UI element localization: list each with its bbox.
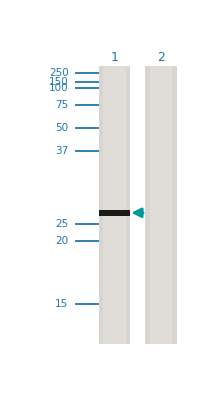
Text: 1: 1 (110, 51, 118, 64)
Text: 25: 25 (55, 218, 68, 228)
Text: 250: 250 (49, 68, 68, 78)
Bar (149, 66, 171, 344)
Text: 2: 2 (156, 51, 164, 64)
Bar (98, 210, 130, 216)
Bar (103, 66, 125, 344)
Text: 150: 150 (49, 77, 68, 87)
Bar (98, 66, 130, 344)
Text: 15: 15 (55, 299, 68, 309)
Text: 50: 50 (55, 123, 68, 133)
Text: 37: 37 (55, 146, 68, 156)
Text: 100: 100 (49, 83, 68, 93)
Text: 20: 20 (55, 236, 68, 246)
Bar (144, 66, 176, 344)
Text: 75: 75 (55, 100, 68, 110)
